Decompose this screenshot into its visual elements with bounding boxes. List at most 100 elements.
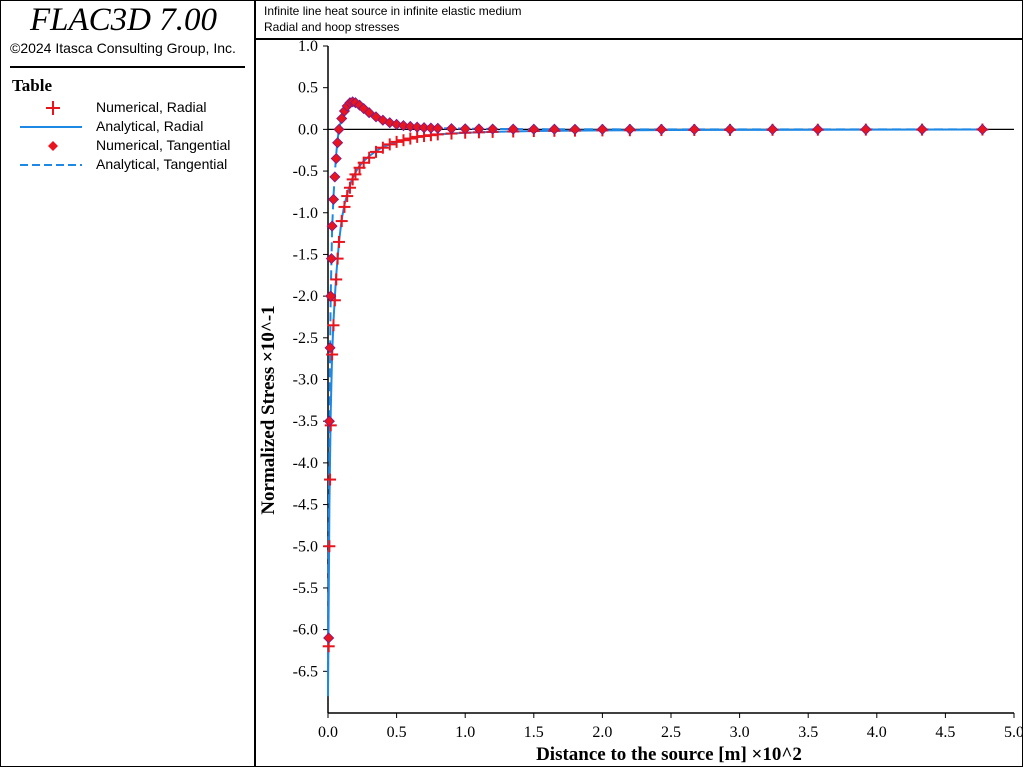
y-tick-label: -6.0	[293, 622, 318, 639]
series-analytical-tangential	[327, 100, 987, 672]
diamond-marker	[432, 122, 444, 134]
diamond-marker	[326, 220, 338, 232]
plus-marker	[332, 235, 345, 248]
series-line	[327, 128, 987, 697]
diamond-marker	[860, 123, 872, 135]
y-tick-label: -3.5	[293, 413, 318, 430]
y-tick-label: -1.5	[293, 246, 318, 263]
y-tick-label: -5.0	[293, 538, 318, 555]
dashed-line-icon	[20, 164, 82, 166]
diamond-marker	[473, 123, 485, 135]
plus-marker	[383, 138, 396, 151]
diamond-marker	[404, 120, 416, 133]
diamond-marker	[569, 123, 581, 135]
y-tick-label: -4.0	[293, 455, 318, 472]
legend-item-numerical-radial: Numerical, Radial	[96, 99, 207, 115]
diamond-marker	[487, 123, 499, 135]
diamond-marker	[596, 123, 608, 135]
plus-marker	[338, 200, 351, 213]
diamond-marker	[688, 123, 700, 135]
legend-item-analytical-radial: Analytical, Radial	[96, 118, 204, 134]
x-tick-label: 1.0	[455, 724, 475, 741]
y-tick-label: -6.5	[293, 663, 318, 680]
plus-marker	[327, 319, 340, 332]
y-tick-label: -4.5	[293, 497, 318, 514]
diamond-marker	[330, 152, 342, 165]
plot-header: Infinite line heat source in infinite el…	[256, 0, 1022, 40]
plus-marker	[349, 168, 362, 181]
diamond-marker	[327, 193, 340, 205]
plus-marker	[357, 156, 370, 169]
plus-marker	[390, 135, 403, 148]
plus-marker-icon	[46, 101, 60, 115]
legend-panel: FLAC3D 7.00 ©2024 Itasca Consulting Grou…	[0, 0, 256, 766]
diamond-marker	[459, 123, 471, 135]
app-title: FLAC3D 7.00	[30, 2, 218, 38]
axes: 1.0 0.5 0.0 -0.5 -1.0 -1.5 -2.0 -2.5 -3.0 -3.5 -4.…	[293, 40, 1022, 741]
y-tick-label: -2.0	[293, 288, 318, 305]
diamond-marker	[332, 137, 344, 149]
panel-divider	[10, 66, 245, 68]
x-tick-label: 3.5	[798, 724, 818, 741]
legend-title: Table	[12, 76, 53, 95]
diamond-marker	[333, 123, 345, 135]
diamond-marker	[624, 123, 636, 135]
series-numerical-tangential	[323, 96, 989, 644]
x-tick-label: 0.5	[387, 724, 407, 741]
diamond-marker	[655, 123, 667, 135]
x-axis-label: Distance to the source [m] ×10^2	[536, 744, 802, 765]
x-tick-label: 4.0	[867, 724, 887, 741]
x-tick-label: 1.5	[524, 724, 544, 741]
plus-marker	[376, 141, 389, 154]
diamond-marker	[724, 123, 736, 135]
x-tick-label: 2.5	[661, 724, 681, 741]
chart-area: 1.0 0.5 0.0 -0.5 -1.0 -1.5 -2.0 -2.5 -3.0 -3.5 -4.…	[258, 40, 1022, 765]
diamond-marker	[528, 123, 540, 135]
x-tick-label: 3.0	[730, 724, 750, 741]
plus-marker	[341, 190, 354, 203]
diamond-marker	[397, 120, 410, 132]
plus-marker	[323, 540, 336, 553]
y-axis-label: Normalized Stress ×10^-1	[258, 305, 279, 514]
y-tick-label: 1.0	[298, 40, 318, 55]
y-tick-label: -2.5	[293, 330, 318, 347]
y-tick-label: -1.0	[293, 205, 318, 222]
diamond-marker	[766, 123, 779, 135]
series-numerical-radial	[322, 123, 989, 653]
copyright-text: ©2024 Itasca Consulting Group, Inc.	[10, 40, 236, 56]
plus-marker	[346, 173, 359, 186]
plot-subtitle: Radial and hoop stresses	[264, 20, 400, 34]
y-tick-label: -3.0	[293, 372, 318, 389]
diamond-marker-icon	[48, 141, 58, 151]
solid-line-icon	[20, 126, 82, 128]
diamond-marker	[391, 118, 403, 130]
diamond-marker	[812, 123, 824, 135]
plus-marker	[343, 181, 356, 194]
series-analytical-radial	[327, 128, 987, 697]
diamond-marker	[916, 123, 928, 135]
diamond-marker	[325, 253, 337, 265]
plus-marker	[397, 134, 410, 147]
diamond-marker	[377, 114, 389, 126]
legend-item-analytical-tangential: Analytical, Tangential	[96, 156, 228, 172]
y-tick-label: -0.5	[293, 163, 318, 180]
legend-item-numerical-tangential: Numerical, Tangential	[96, 137, 231, 153]
diamond-marker	[363, 107, 375, 119]
diamond-marker	[507, 123, 519, 135]
diamond-marker	[329, 171, 341, 183]
diamond-marker	[445, 123, 458, 135]
plus-marker	[335, 215, 348, 228]
y-tick-label: 0.0	[298, 121, 318, 138]
plus-marker	[404, 132, 417, 145]
plus-marker	[324, 473, 337, 486]
plus-marker	[363, 151, 376, 164]
plus-marker	[370, 145, 383, 158]
series-layer	[322, 96, 989, 697]
y-tick-label: 0.5	[298, 80, 318, 97]
x-tick-label: 4.5	[935, 724, 955, 741]
x-tick-label: 2.0	[592, 724, 612, 741]
diamond-marker	[323, 632, 335, 644]
diamond-marker	[411, 121, 423, 133]
diamond-marker	[325, 290, 337, 302]
